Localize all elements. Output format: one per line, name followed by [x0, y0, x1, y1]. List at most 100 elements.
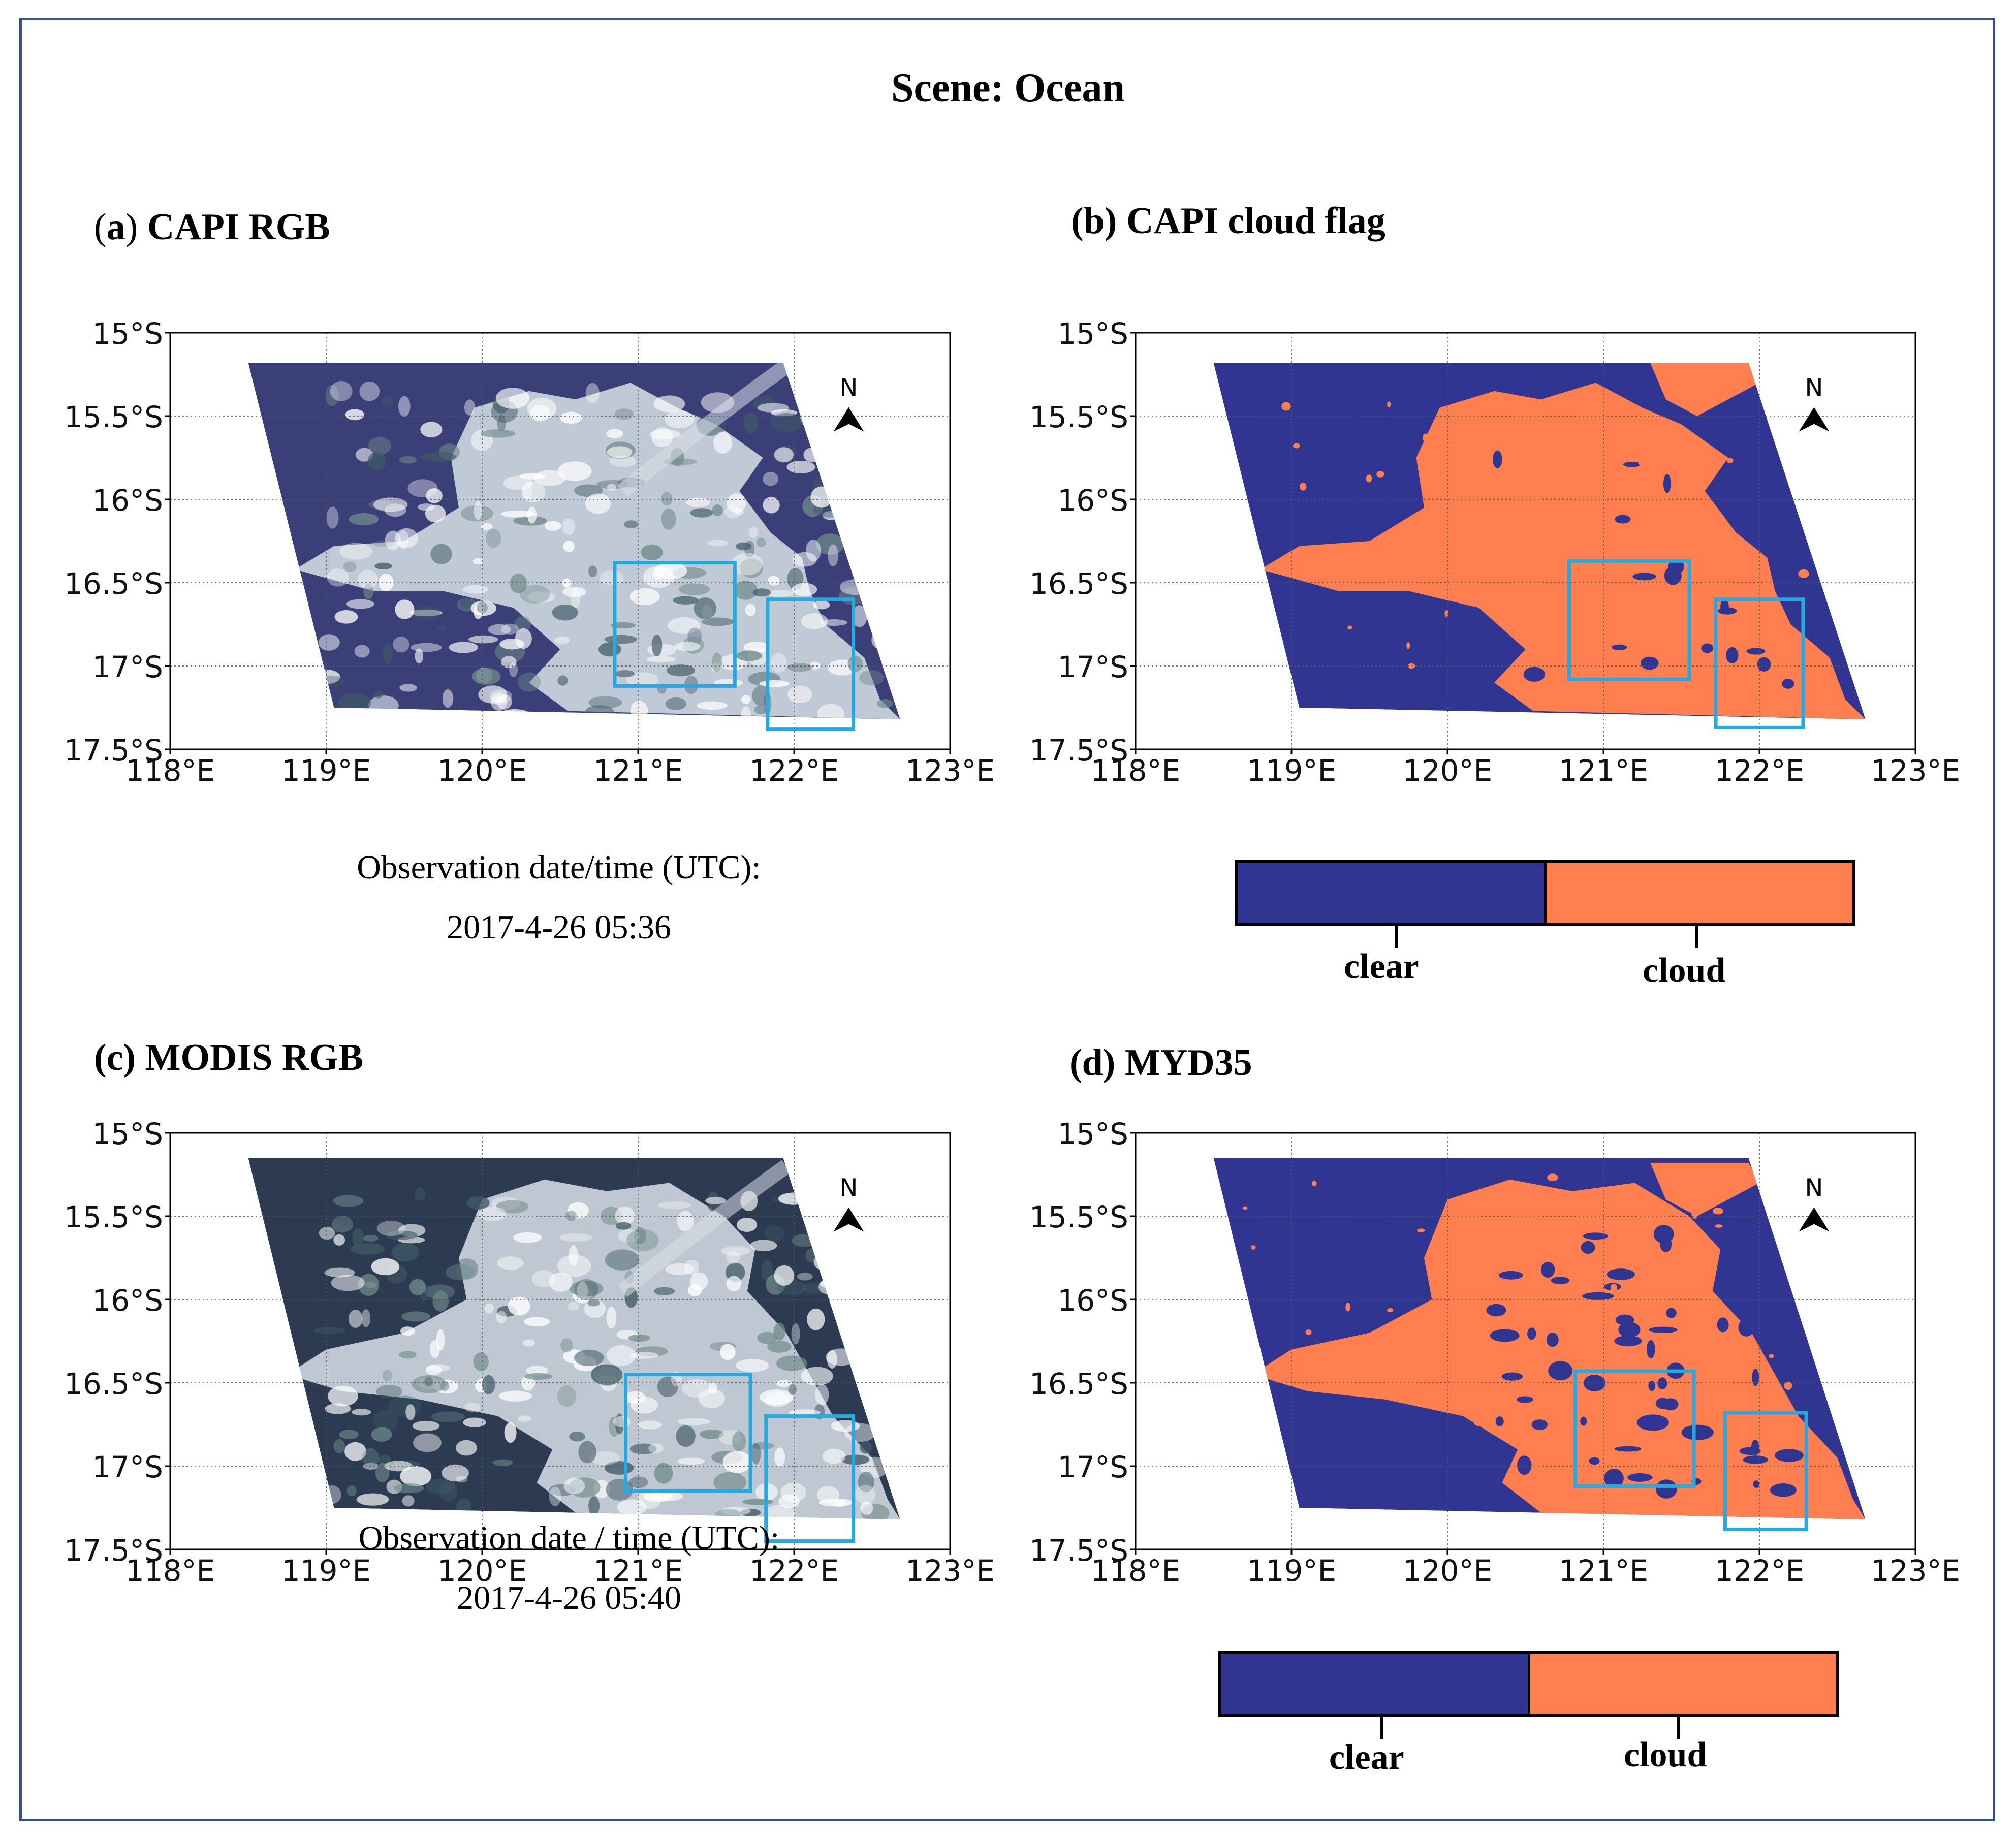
cloud-texture — [646, 656, 676, 663]
cloud-speck — [1714, 1224, 1723, 1228]
cloud-texture — [665, 1263, 694, 1276]
cloud-texture — [721, 1246, 750, 1256]
cloud-texture — [343, 561, 357, 572]
cloud-texture — [615, 1222, 632, 1230]
cloud-texture — [482, 1375, 495, 1394]
cloud-texture — [654, 1463, 673, 1484]
observation-c-line2: 2017-4-26 05:40 — [457, 1579, 681, 1616]
legend-b: clear cloud — [1235, 860, 1855, 990]
panel-d-title: (d) MYD35 — [1069, 1042, 1252, 1084]
cloud-texture — [797, 1273, 813, 1281]
cloud-speck — [1615, 436, 1625, 440]
cloud-texture — [349, 513, 379, 526]
cloud-texture — [568, 1202, 589, 1219]
cloud-texture — [677, 1418, 711, 1425]
cloud-texture — [521, 481, 546, 503]
lon-tick-label: 123°E — [1871, 1553, 1960, 1588]
cloud-texture — [711, 652, 722, 673]
cloud-speck — [1545, 504, 1551, 512]
cloud-texture — [382, 1369, 392, 1382]
cloud-texture — [732, 1431, 746, 1452]
cloud-speck — [1376, 470, 1384, 478]
lat-tick-label: 16°S — [1057, 483, 1128, 518]
cloud-texture — [362, 1235, 379, 1242]
clear-patch — [1540, 1261, 1555, 1278]
cloud-texture — [791, 1323, 800, 1345]
highlight-box-2 — [764, 1414, 856, 1543]
cloud-speck — [1347, 625, 1352, 630]
clear-patch — [1493, 450, 1502, 468]
cloud-texture — [605, 1249, 640, 1271]
clear-patch — [1486, 1304, 1506, 1317]
plot-border — [1135, 1132, 1916, 1550]
legend-b-cloud-tick — [1695, 926, 1698, 948]
cloud-texture — [557, 675, 568, 686]
cloud-texture — [468, 635, 498, 644]
cloud-texture — [786, 460, 815, 473]
cloud-texture — [413, 606, 441, 621]
clear-patch — [1744, 1231, 1769, 1246]
cloud-texture — [332, 1216, 353, 1233]
cloud-texture — [333, 1234, 345, 1246]
cloud-texture — [597, 1375, 618, 1386]
cloud-texture — [439, 1480, 458, 1502]
cloud-speck — [1640, 1249, 1644, 1258]
grid-lines — [170, 1133, 950, 1549]
clear-patch — [1604, 1469, 1624, 1488]
cloud-texture — [373, 1410, 398, 1433]
cloud-texture — [371, 1258, 400, 1276]
cloud-texture — [629, 588, 660, 605]
cloud-texture — [792, 552, 817, 567]
lat-tick-label: 16.5°S — [1029, 1367, 1128, 1401]
cloud-texture — [563, 540, 575, 552]
clear-patch — [1615, 515, 1631, 524]
lat-tick-label: 15°S — [92, 1117, 163, 1151]
cloud-texture — [456, 1440, 477, 1456]
cloud-texture — [812, 600, 830, 610]
clear-patch — [1531, 1419, 1548, 1430]
cloud-texture — [770, 653, 787, 673]
cloud-texture — [613, 1416, 631, 1427]
cloud-texture — [736, 650, 763, 661]
clear-patch — [1647, 1340, 1655, 1359]
cloud-texture — [653, 395, 685, 413]
cloud-texture — [743, 413, 758, 434]
cloud-texture — [858, 1472, 874, 1493]
clear-patch — [1723, 1246, 1749, 1258]
cloud-texture — [522, 481, 532, 500]
cloud-texture — [763, 471, 779, 486]
cloud-texture — [398, 396, 411, 417]
cloud-speck — [1633, 1210, 1638, 1215]
panel-c-title: (c) MODIS RGB — [94, 1037, 364, 1078]
cloud-texture — [653, 1287, 675, 1295]
lon-tick-label: 118°E — [125, 1553, 215, 1588]
cloud-texture — [504, 1422, 517, 1443]
clear-patch — [1606, 1268, 1635, 1280]
panel-a-title: (a) CAPI RGB — [94, 206, 330, 248]
clear-patch — [1726, 647, 1739, 663]
clear-patch — [1614, 1446, 1642, 1452]
cloud-texture — [822, 1448, 846, 1464]
cloud-texture — [560, 1338, 573, 1353]
cloud-texture — [339, 543, 373, 560]
cloud-texture — [818, 1498, 853, 1507]
cloud-texture — [630, 1352, 658, 1359]
cloud-wisp — [617, 363, 791, 497]
cloud-texture — [690, 508, 713, 518]
north-arrow-icon — [833, 407, 864, 432]
cloud-texture — [713, 1472, 746, 1494]
cloud-texture — [484, 1303, 494, 1314]
cloud-texture — [624, 520, 639, 529]
cloud-texture — [749, 526, 758, 538]
lon-tick-label: 119°E — [281, 1553, 371, 1588]
cloud-texture — [770, 413, 803, 432]
cloud-texture — [356, 1493, 389, 1506]
cloud-texture — [466, 1196, 490, 1210]
cloud-texture — [641, 544, 663, 560]
cloud-texture — [488, 624, 511, 636]
clear-patch — [1614, 1335, 1642, 1347]
legend-b-clear-tick — [1395, 926, 1398, 948]
cloud-texture — [801, 613, 828, 629]
clear-patch — [1623, 461, 1641, 467]
